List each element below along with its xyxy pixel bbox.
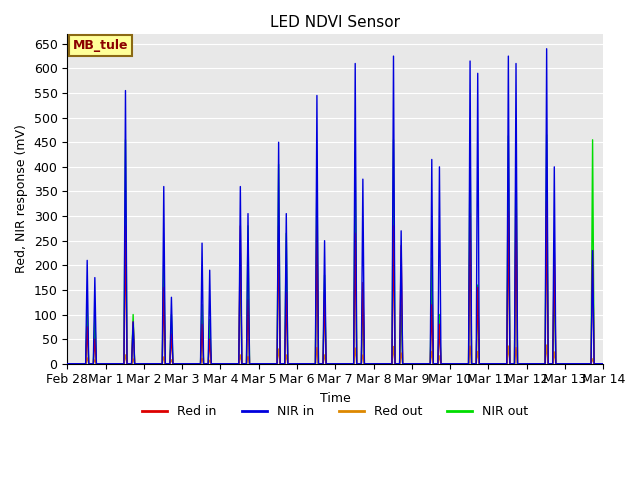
X-axis label: Time: Time: [320, 392, 351, 405]
Title: LED NDVI Sensor: LED NDVI Sensor: [270, 15, 400, 30]
Legend: Red in, NIR in, Red out, NIR out: Red in, NIR in, Red out, NIR out: [138, 400, 533, 423]
Text: MB_tule: MB_tule: [72, 39, 128, 52]
Y-axis label: Red, NIR response (mV): Red, NIR response (mV): [15, 124, 28, 273]
